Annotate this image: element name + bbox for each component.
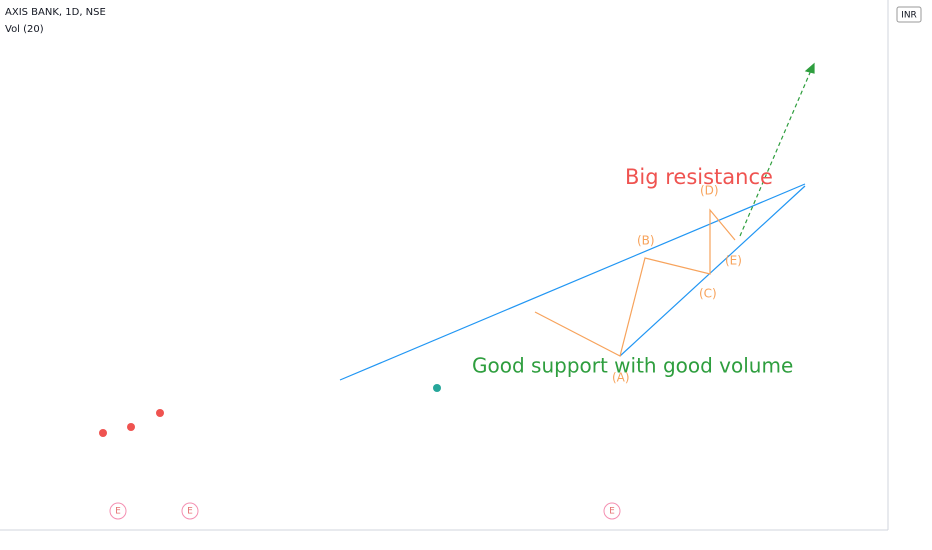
wave-label: (A) [612, 371, 630, 385]
wave-label: (E) [725, 254, 742, 268]
earnings-marker[interactable] [603, 502, 621, 520]
wave-pattern [534, 208, 736, 357]
earnings-marker[interactable] [181, 502, 199, 520]
annotation: Big resistance [625, 165, 773, 189]
signal-dot [433, 384, 441, 392]
earnings-label: E [115, 507, 121, 517]
earnings-label: E [609, 507, 615, 517]
price-axis [888, 0, 932, 550]
trendline [619, 185, 806, 357]
trendline [339, 183, 806, 381]
currency-box[interactable] [896, 6, 922, 23]
wave-label: (C) [699, 287, 717, 301]
annotation: Good support with good volume [472, 354, 793, 378]
earnings-marker[interactable] [109, 502, 127, 520]
earnings-label: E [187, 507, 193, 517]
wave-label: (D) [700, 184, 719, 198]
signal-dot [127, 423, 135, 431]
earnings: E E E [109, 502, 621, 520]
signal-dot [99, 429, 107, 437]
chart-title: AXIS BANK, 1D, NSE [5, 7, 106, 18]
wave-label: (B) [637, 234, 655, 248]
arrow-head [804, 62, 815, 74]
signal-dot [156, 409, 164, 417]
indicator-label: Vol (20) [5, 24, 44, 35]
drawings [99, 62, 815, 437]
arrow [739, 67, 813, 237]
currency: INR [901, 11, 917, 21]
